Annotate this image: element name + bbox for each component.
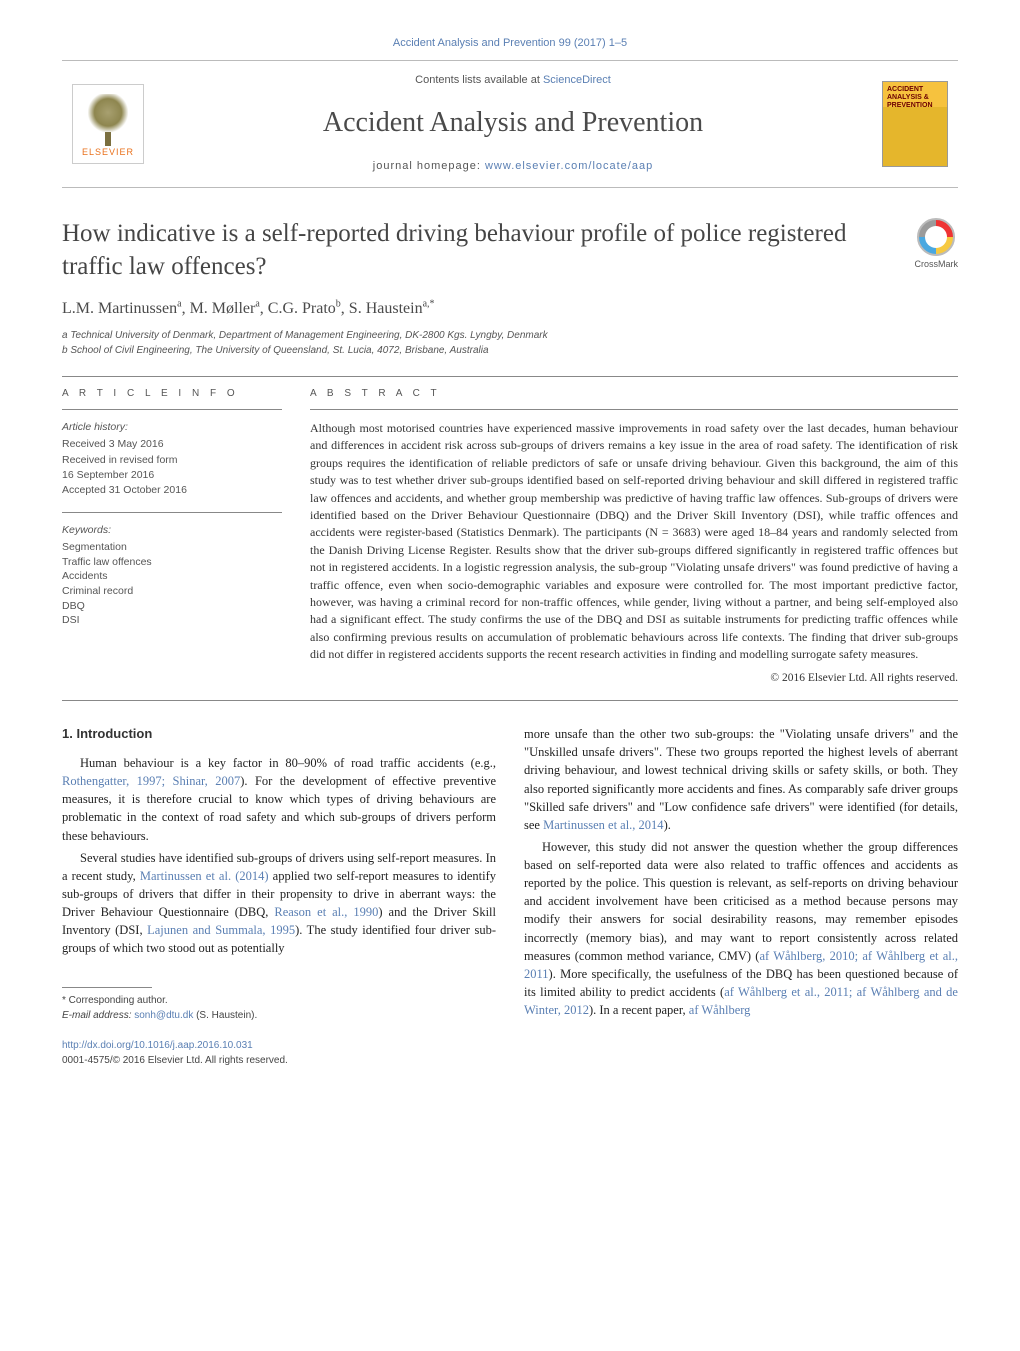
crossmark-icon xyxy=(917,218,955,256)
running-header: Accident Analysis and Prevention 99 (201… xyxy=(62,36,958,52)
text-run: Human behaviour is a key factor in 80–90… xyxy=(80,756,496,770)
citation-link[interactable]: Martinussen et al. (2014) xyxy=(140,869,269,883)
article-body: 1. Introduction Human behaviour is a key… xyxy=(62,725,958,1023)
homepage-prefix: journal homepage: xyxy=(373,160,485,172)
abstract-column: A B S T R A C T Although most motorised … xyxy=(310,387,958,687)
publisher-logo: ELSEVIER xyxy=(72,84,144,164)
keyword: Segmentation xyxy=(62,540,282,555)
body-paragraph: more unsafe than the other two sub-group… xyxy=(524,725,958,834)
divider xyxy=(62,700,958,701)
abstract-copyright: © 2016 Elsevier Ltd. All rights reserved… xyxy=(310,670,958,687)
article-info-label: A R T I C L E I N F O xyxy=(62,387,282,402)
email-line: E-mail address: sonh@dtu.dk (S. Haustein… xyxy=(62,1009,496,1024)
masthead-center: Contents lists available at ScienceDirec… xyxy=(144,73,882,175)
article-info-column: A R T I C L E I N F O Article history: R… xyxy=(62,387,282,687)
body-paragraph: Several studies have identified sub-grou… xyxy=(62,849,496,958)
history-line: 16 September 2016 xyxy=(62,468,282,483)
keywords-block: Keywords: Segmentation Traffic law offen… xyxy=(62,523,282,628)
journal-homepage-line: journal homepage: www.elsevier.com/locat… xyxy=(144,159,882,175)
affiliation-a: a Technical University of Denmark, Depar… xyxy=(62,329,958,343)
corresponding-author-line: * Corresponding author. xyxy=(62,994,496,1009)
publisher-name: ELSEVIER xyxy=(82,146,134,159)
text-run: more unsafe than the other two sub-group… xyxy=(524,727,958,832)
journal-name: Accident Analysis and Prevention xyxy=(144,103,882,144)
keyword: DBQ xyxy=(62,599,282,614)
journal-cover-thumbnail: ACCIDENT ANALYSIS & PREVENTION xyxy=(882,81,948,167)
citation-link[interactable]: Martinussen et al., 2014 xyxy=(543,818,663,832)
page-footer: http://dx.doi.org/10.1016/j.aap.2016.10.… xyxy=(62,1039,958,1068)
text-run: ). xyxy=(664,818,671,832)
divider xyxy=(62,409,282,410)
divider xyxy=(62,512,282,513)
body-paragraph: However, this study did not answer the q… xyxy=(524,838,958,1019)
footnote-separator xyxy=(62,987,152,988)
affiliation-b: b School of Civil Engineering, The Unive… xyxy=(62,344,958,358)
corresponding-email-link[interactable]: sonh@dtu.dk xyxy=(134,1010,193,1021)
history-header: Article history: xyxy=(62,420,282,435)
text-run: ). In a recent paper, xyxy=(589,1003,689,1017)
keyword: Traffic law offences xyxy=(62,555,282,570)
article-history: Article history: Received 3 May 2016 Rec… xyxy=(62,420,282,498)
divider xyxy=(62,376,958,377)
doi-link[interactable]: http://dx.doi.org/10.1016/j.aap.2016.10.… xyxy=(62,1040,253,1051)
citation-link[interactable]: Rothengatter, 1997; Shinar, 2007 xyxy=(62,774,240,788)
history-line: Received in revised form xyxy=(62,453,282,468)
sciencedirect-link[interactable]: ScienceDirect xyxy=(543,74,611,86)
keywords-header: Keywords: xyxy=(62,523,282,538)
abstract-text: Although most motorised countries have e… xyxy=(310,420,958,663)
contents-prefix: Contents lists available at xyxy=(415,74,543,86)
author-list: L.M. Martinussena, M. Møllera, C.G. Prat… xyxy=(62,297,958,320)
article-title: How indicative is a self-reported drivin… xyxy=(62,218,914,283)
text-run: However, this study did not answer the q… xyxy=(524,840,958,963)
section-heading-intro: 1. Introduction xyxy=(62,725,496,744)
citation-link[interactable]: af Wåhlberg xyxy=(689,1003,751,1017)
crossmark-label: CrossMark xyxy=(914,258,958,271)
citation-link[interactable]: Lajunen and Summala, 1995 xyxy=(147,923,295,937)
citation-link[interactable]: Reason et al., 1990 xyxy=(274,905,378,919)
abstract-label: A B S T R A C T xyxy=(310,387,958,402)
email-label: E-mail address: xyxy=(62,1010,134,1021)
elsevier-tree-icon xyxy=(88,94,128,140)
body-paragraph: Human behaviour is a key factor in 80–90… xyxy=(62,754,496,845)
divider xyxy=(310,409,958,410)
crossmark-badge[interactable]: CrossMark xyxy=(914,218,958,271)
section-title: Introduction xyxy=(76,726,152,741)
corresponding-author-footnote: * Corresponding author. E-mail address: … xyxy=(62,979,496,1023)
journal-homepage-link[interactable]: www.elsevier.com/locate/aap xyxy=(485,160,653,172)
history-line: Accepted 31 October 2016 xyxy=(62,483,282,498)
contents-lists-line: Contents lists available at ScienceDirec… xyxy=(144,73,882,89)
journal-cover-text: ACCIDENT ANALYSIS & PREVENTION xyxy=(887,86,943,109)
keyword: Accidents xyxy=(62,569,282,584)
masthead: ELSEVIER Contents lists available at Sci… xyxy=(62,60,958,188)
history-line: Received 3 May 2016 xyxy=(62,437,282,452)
keyword: DSI xyxy=(62,613,282,628)
issn-copyright-line: 0001-4575/© 2016 Elsevier Ltd. All right… xyxy=(62,1054,958,1069)
email-who: (S. Haustein). xyxy=(193,1010,257,1021)
keyword: Criminal record xyxy=(62,584,282,599)
section-number: 1. xyxy=(62,726,73,741)
affiliations: a Technical University of Denmark, Depar… xyxy=(62,329,958,358)
